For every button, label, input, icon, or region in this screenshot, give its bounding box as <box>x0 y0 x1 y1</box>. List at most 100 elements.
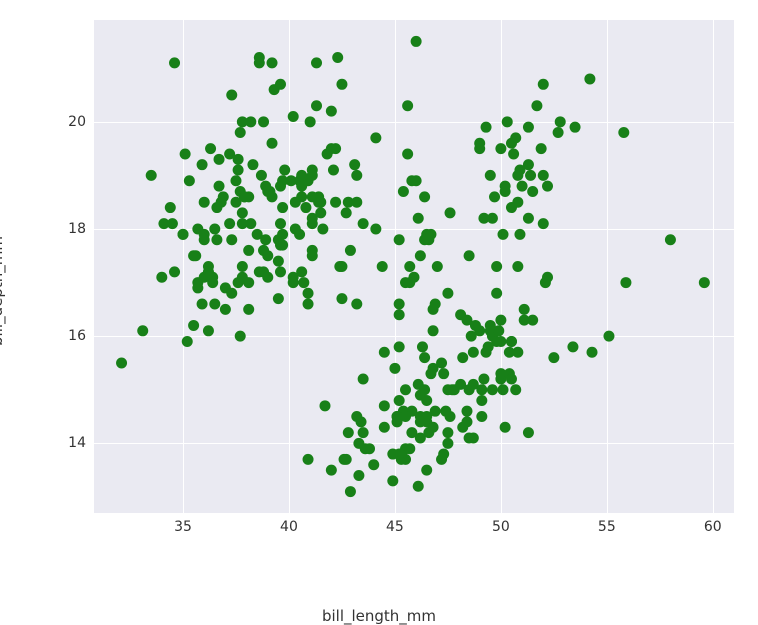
scatter-point <box>542 181 553 192</box>
scatter-point <box>214 181 225 192</box>
scatter-point <box>404 277 415 288</box>
scatter-point <box>199 197 210 208</box>
scatter-point <box>394 234 405 245</box>
scatter-point <box>190 250 201 261</box>
scatter-point <box>419 384 430 395</box>
scatter-point <box>277 240 288 251</box>
scatter-point <box>476 384 487 395</box>
x-tick-label: 45 <box>386 519 404 535</box>
scatter-point <box>476 395 487 406</box>
scatter-point <box>298 277 309 288</box>
scatter-point <box>438 368 449 379</box>
scatter-point <box>464 432 475 443</box>
scatter-point <box>506 374 517 385</box>
scatter-point <box>211 202 222 213</box>
scatter-point <box>495 143 506 154</box>
scatter-point <box>430 406 441 417</box>
scatter-point <box>311 100 322 111</box>
scatter-layer <box>94 20 734 513</box>
scatter-point <box>525 170 536 181</box>
scatter-point <box>415 416 426 427</box>
scatter-point <box>356 416 367 427</box>
scatter-point <box>474 138 485 149</box>
y-tick-label: 20 <box>68 114 86 130</box>
scatter-point <box>303 454 314 465</box>
scatter-point <box>504 347 515 358</box>
x-tick-label: 35 <box>174 519 192 535</box>
scatter-point <box>243 245 254 256</box>
scatter-point <box>245 116 256 127</box>
scatter-point <box>394 299 405 310</box>
x-axis-label: bill_length_mm <box>322 607 436 625</box>
scatter-point <box>180 148 191 159</box>
scatter-point <box>243 304 254 315</box>
scatter-point <box>538 170 549 181</box>
scatter-point <box>137 325 148 336</box>
scatter-point <box>275 79 286 90</box>
scatter-point <box>267 191 278 202</box>
figure: { "chart": { "type": "scatter", "backgro… <box>0 0 758 581</box>
scatter-point <box>328 165 339 176</box>
scatter-point <box>326 106 337 117</box>
scatter-point <box>476 411 487 422</box>
scatter-point <box>445 207 456 218</box>
scatter-point <box>267 57 278 68</box>
x-tick-label: 40 <box>280 519 298 535</box>
scatter-point <box>555 116 566 127</box>
x-tick-label: 55 <box>598 519 616 535</box>
plot-area: 35404550556014161820 <box>94 20 734 513</box>
scatter-point <box>277 202 288 213</box>
scatter-point <box>315 197 326 208</box>
scatter-point <box>495 315 506 326</box>
scatter-point <box>336 79 347 90</box>
scatter-point <box>243 277 254 288</box>
scatter-point <box>237 218 248 229</box>
scatter-point <box>214 154 225 165</box>
scatter-point <box>211 234 222 245</box>
scatter-point <box>343 427 354 438</box>
scatter-point <box>387 449 398 460</box>
scatter-point <box>428 325 439 336</box>
scatter-point <box>536 143 547 154</box>
scatter-point <box>379 347 390 358</box>
scatter-point <box>349 159 360 170</box>
scatter-point <box>487 384 498 395</box>
scatter-point <box>413 213 424 224</box>
scatter-point <box>699 277 710 288</box>
scatter-point <box>464 250 475 261</box>
scatter-point <box>288 111 299 122</box>
scatter-point <box>404 443 415 454</box>
scatter-point <box>379 400 390 411</box>
scatter-point <box>351 170 362 181</box>
scatter-point <box>491 288 502 299</box>
scatter-point <box>455 379 466 390</box>
scatter-point <box>400 411 411 422</box>
scatter-point <box>442 427 453 438</box>
scatter-point <box>203 325 214 336</box>
scatter-point <box>258 116 269 127</box>
y-axis-label: bill_depth_mm <box>0 236 6 346</box>
scatter-point <box>326 465 337 476</box>
scatter-point <box>415 250 426 261</box>
scatter-point <box>523 427 534 438</box>
scatter-point <box>188 320 199 331</box>
scatter-point <box>358 218 369 229</box>
scatter-point <box>485 170 496 181</box>
scatter-point <box>226 90 237 101</box>
scatter-point <box>273 293 284 304</box>
scatter-point <box>146 170 157 181</box>
scatter-point <box>442 438 453 449</box>
scatter-point <box>620 277 631 288</box>
scatter-point <box>512 197 523 208</box>
scatter-point <box>419 352 430 363</box>
scatter-point <box>182 336 193 347</box>
scatter-point <box>345 245 356 256</box>
scatter-point <box>209 223 220 234</box>
scatter-point <box>584 73 595 84</box>
scatter-point <box>237 207 248 218</box>
x-tick-label: 50 <box>492 519 510 535</box>
scatter-point <box>197 299 208 310</box>
y-tick-label: 18 <box>68 221 86 237</box>
scatter-point <box>319 400 330 411</box>
scatter-point <box>419 191 430 202</box>
